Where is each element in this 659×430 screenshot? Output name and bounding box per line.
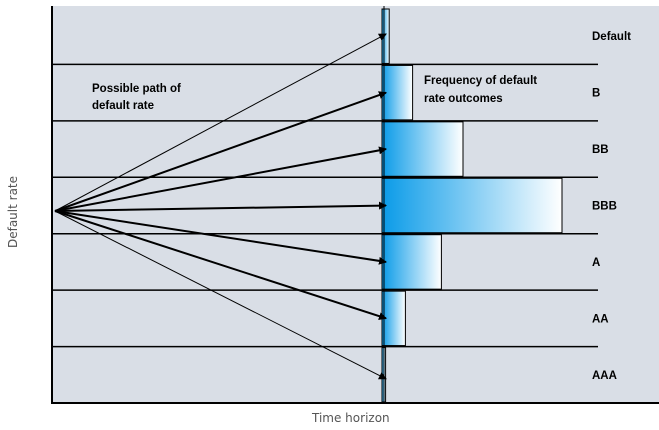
path-arrow-bb [54, 146, 387, 212]
x-axis-label: Time horizon [312, 411, 390, 425]
y-axis-label: Default rate [6, 175, 20, 249]
band-label-bb: BB [592, 144, 609, 156]
path-arrow-bbb [54, 201, 387, 212]
path-arrow-a [54, 210, 387, 265]
band-label-b: B [592, 88, 600, 100]
frequency-bar-b [381, 64, 414, 121]
path-arrow-default [54, 33, 387, 212]
frequency-bar-default [381, 8, 390, 64]
plot-background [52, 6, 659, 403]
band-label-aaa: AAA [592, 370, 617, 382]
path-annotation: Possible path of default rate [92, 83, 184, 112]
band-label-a: A [592, 257, 600, 269]
path-arrow-b [54, 91, 387, 212]
band-label-default: Default [592, 31, 631, 43]
frequency-annotation: Frequency of default rate outcomes [424, 75, 540, 105]
path-arrow-aa [54, 210, 387, 321]
frequency-bar-bbb [381, 177, 563, 234]
band-label-aa: AA [592, 313, 609, 325]
band-label-bbb: BBB [592, 201, 617, 213]
path-arrow-aaa [54, 210, 387, 380]
frequency-bar-bb [381, 121, 464, 177]
frequency-bar-a [381, 234, 442, 290]
